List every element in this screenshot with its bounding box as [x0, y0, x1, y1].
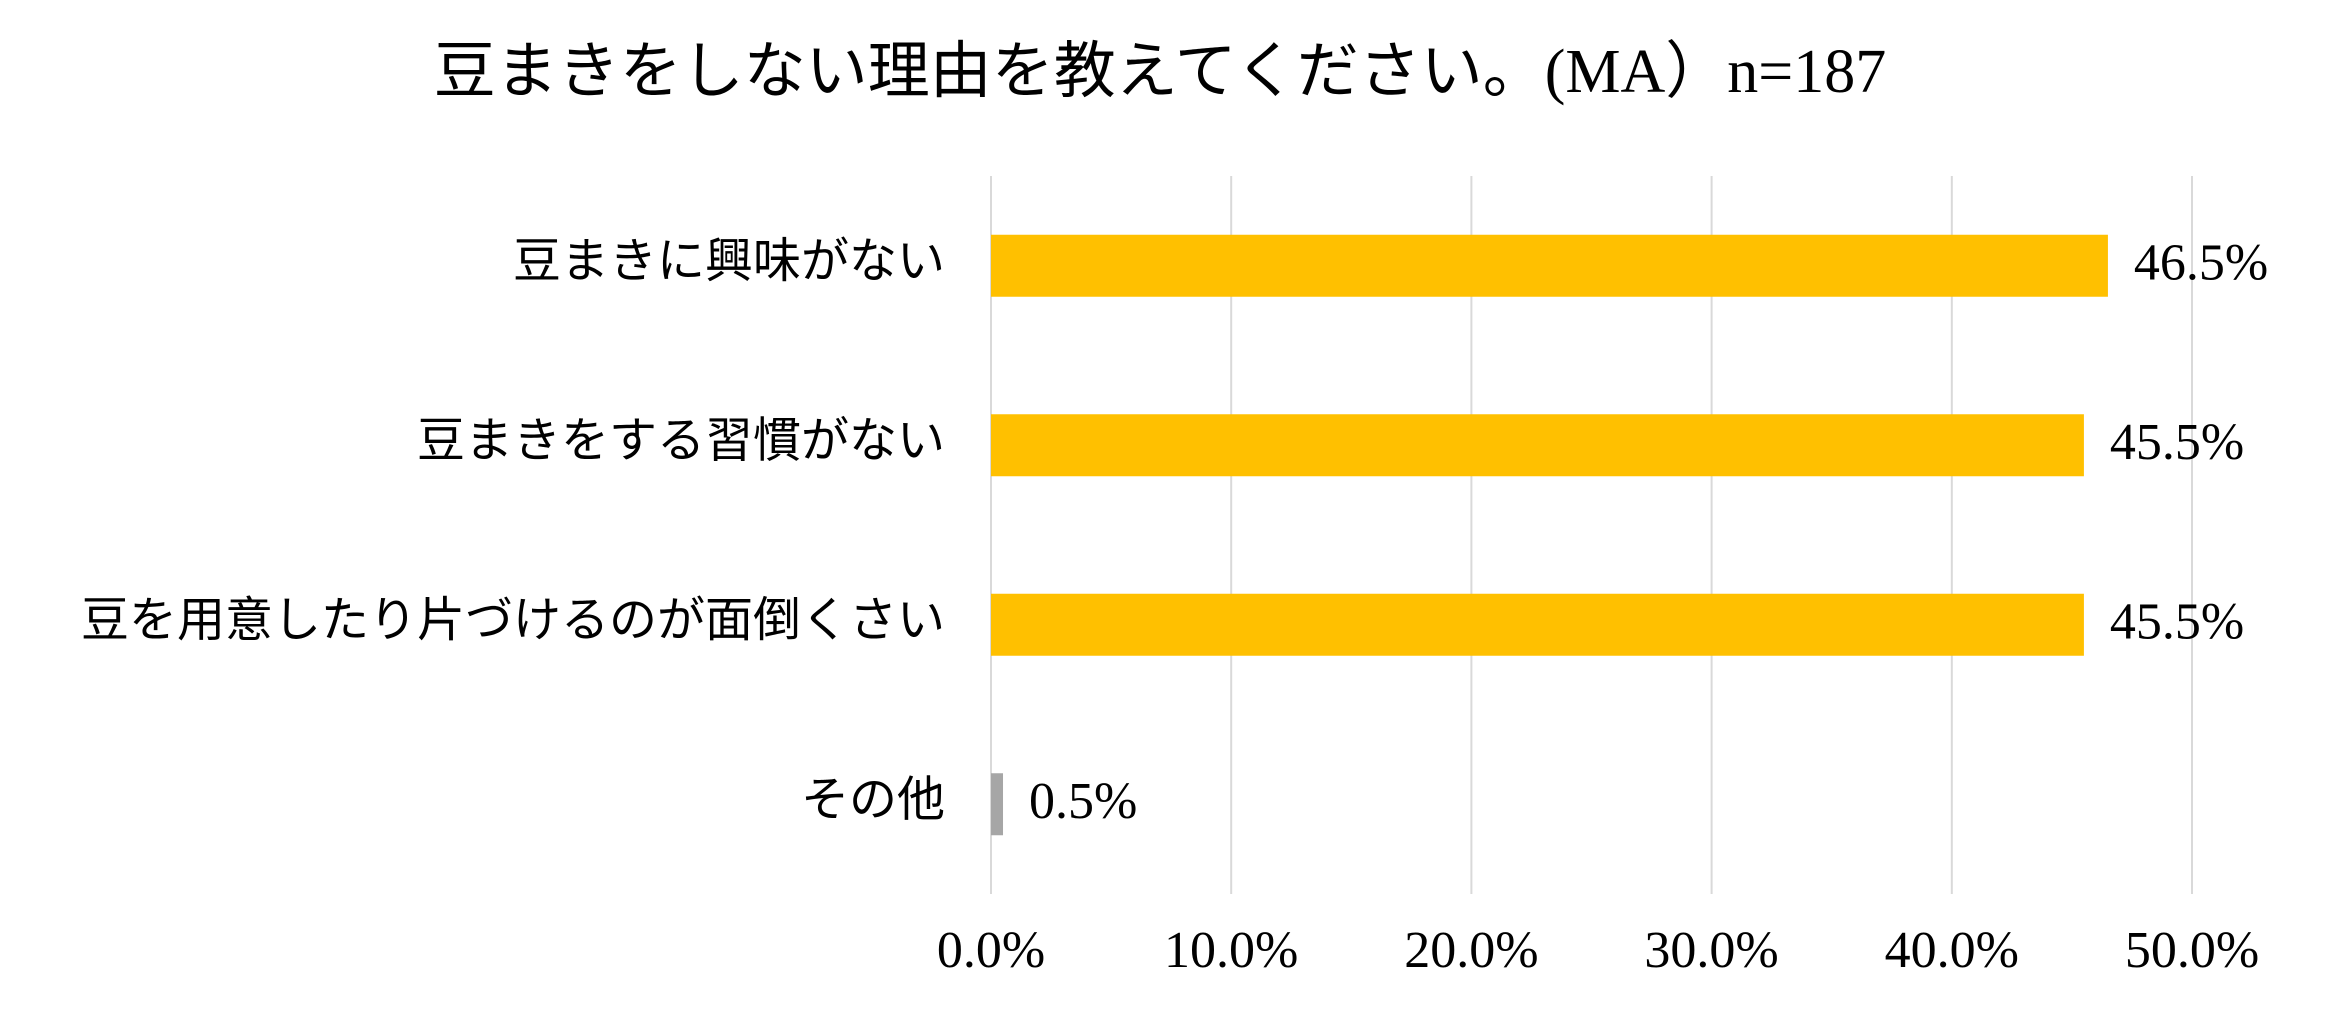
x-tick-label: 0.0% [937, 922, 1045, 979]
value-label: 45.5% [2110, 414, 2244, 471]
y-tick-label: 豆まきに興味がない [513, 235, 945, 288]
value-label: 45.5% [2110, 594, 2244, 651]
value-label: 0.5% [1029, 773, 1137, 830]
chart-title: 豆まきをしない理由を教えてください。(MA）n=187 [434, 38, 1887, 106]
bar [991, 593, 2084, 656]
x-tick-label: 30.0% [1644, 922, 1778, 979]
bar [991, 234, 2108, 297]
y-tick-label: 豆まきをする習慣がない [417, 414, 945, 467]
value-label: 46.5% [2134, 235, 2268, 292]
y-tick-label: 豆を用意したり片づけるのが面倒くさい [81, 594, 945, 647]
x-tick-label: 40.0% [1885, 922, 2019, 979]
x-tick-label: 10.0% [1164, 922, 1298, 979]
y-tick-label: その他 [801, 773, 945, 826]
x-tick-label: 20.0% [1404, 922, 1538, 979]
bar [991, 414, 2084, 477]
bar [991, 773, 1004, 836]
x-tick-label: 50.0% [2125, 922, 2259, 979]
